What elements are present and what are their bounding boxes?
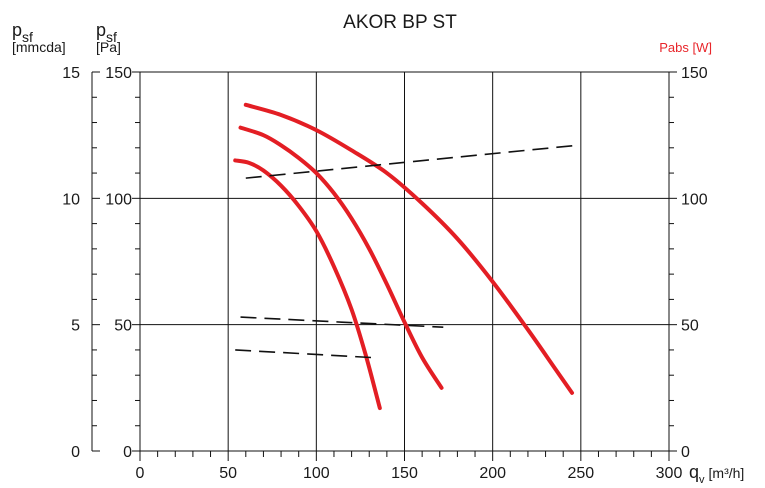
y-right-tick-label: 150 <box>681 65 708 82</box>
series <box>233 102 578 411</box>
power-curve-5 <box>240 316 444 328</box>
x-tick-label: 200 <box>479 465 506 482</box>
pressure-curve-1 <box>233 158 382 411</box>
y-left-inner-label: psf <box>96 20 117 45</box>
y-left-outer-tick-label: 5 <box>71 318 80 335</box>
y-left-outer-label: psf <box>12 20 33 45</box>
x-tick-label: 250 <box>567 465 594 482</box>
x-tick-label: 0 <box>136 465 145 482</box>
y-right-tick-label: 50 <box>681 318 699 335</box>
y-left-inner-tick-label: 100 <box>105 191 132 208</box>
x-tick-label: 300 <box>656 465 683 482</box>
y-right-label: Pabs [W] <box>659 40 712 55</box>
y-right-tick-label: 0 <box>681 444 690 461</box>
y-right-tick-label: 100 <box>681 191 708 208</box>
y-left-inner-unit: [Pa] <box>96 39 121 55</box>
pressure-curve-3 <box>243 102 575 395</box>
y-left-inner-tick-label: 50 <box>114 318 132 335</box>
x-axis-label: qv [m³/h] <box>689 462 744 486</box>
y-left-outer-tick-label: 15 <box>62 65 80 82</box>
x-tick-label: 100 <box>303 465 330 482</box>
power-curve-4 <box>245 144 578 179</box>
pressure-curve-2 <box>238 125 444 390</box>
y-left-outer-tick-label: 10 <box>62 191 80 208</box>
y-left-outer-unit: [mmcda] <box>12 39 66 55</box>
y-left-outer-tick-label: 0 <box>71 444 80 461</box>
y-left-inner-tick-label: 150 <box>105 65 132 82</box>
chart-title: AKOR BP ST <box>343 12 457 33</box>
axes: 0 50 100 150 200 250 3000501001500510150501001… <box>62 65 708 482</box>
power-curve-6 <box>235 349 372 359</box>
y-left-inner-tick-label: 0 <box>123 444 132 461</box>
grid <box>139 71 670 452</box>
x-tick-label: 50 <box>219 465 237 482</box>
x-tick-label: 150 <box>391 465 418 482</box>
